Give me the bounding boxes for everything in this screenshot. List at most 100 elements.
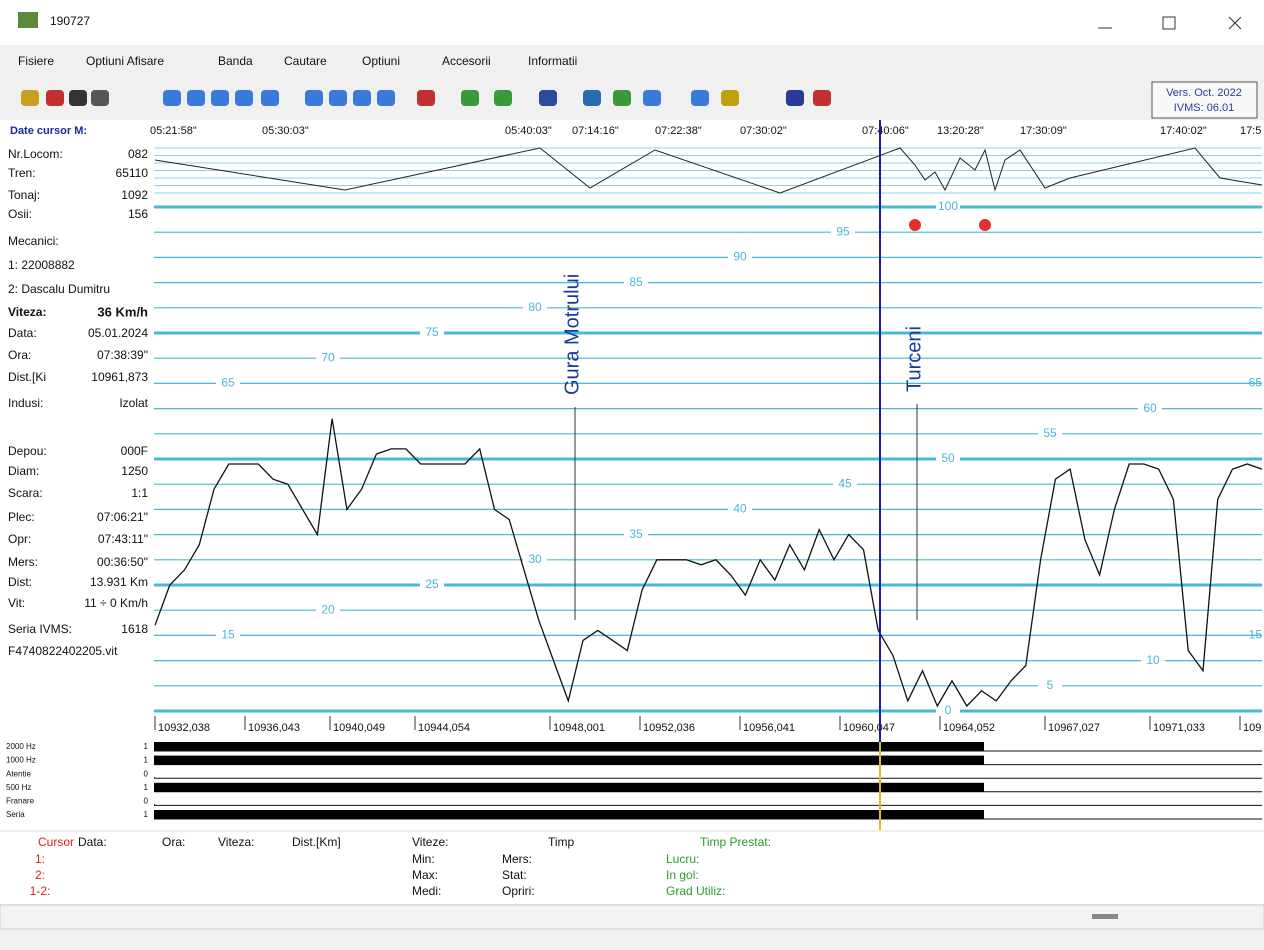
distance-label: 10936,043	[248, 722, 300, 734]
version: Vers. Oct. 2022	[1166, 87, 1242, 99]
menu-item[interactable]: Fisiere	[18, 54, 54, 68]
y-tick-label: 15	[221, 628, 235, 642]
table-cell: 2:	[35, 868, 45, 882]
toolbar-button[interactable]	[261, 90, 279, 106]
toolbar-button[interactable]	[46, 90, 64, 106]
toolbar-button[interactable]	[813, 90, 831, 106]
panel-label: Data:	[8, 326, 37, 340]
toolbar-button[interactable]	[187, 90, 205, 106]
channel-bar	[154, 777, 155, 779]
toolbar-button[interactable]	[69, 90, 87, 106]
toolbar-button[interactable]	[305, 90, 323, 106]
panel-label: Osii:	[8, 207, 32, 221]
cursor-label: Date cursor M:	[10, 125, 87, 137]
channel-bar	[154, 804, 155, 806]
channel-name: Atentie	[6, 769, 31, 778]
channel-value: 1	[144, 756, 149, 765]
channel-bar	[154, 742, 984, 751]
toolbar-button[interactable]	[539, 90, 557, 106]
menu-item[interactable]: Informatii	[528, 54, 577, 68]
toolbar-button[interactable]	[691, 90, 709, 106]
tick-label-bg	[523, 552, 547, 567]
panel-value: 00:36:50"	[97, 555, 148, 569]
table-cell: Min:	[412, 852, 435, 866]
toolbar-button[interactable]	[211, 90, 229, 106]
tick-label-bg	[728, 502, 752, 517]
table-header: Viteza:	[218, 835, 254, 849]
menu-item[interactable]: Banda	[218, 54, 253, 68]
panel-value: 1250	[121, 464, 148, 478]
distance-label: 10940,049	[333, 722, 385, 734]
maximize[interactable]	[1162, 16, 1176, 30]
time-label: 05:30:03"	[262, 125, 309, 137]
channel-value: 0	[144, 769, 149, 778]
content: Fisiere Optiuni Afisare Banda Cautare Optiun…	[6, 54, 1262, 898]
tick-label-bg	[831, 225, 855, 240]
panel-label: 2: Dascalu Dumitru	[8, 282, 110, 296]
toolbar-button[interactable]	[721, 90, 739, 106]
time-label: 13:20:28"	[937, 125, 984, 137]
y-tick-label: 85	[629, 275, 643, 289]
time-label: 07:30:02"	[740, 125, 787, 137]
toolbar-button[interactable]	[163, 90, 181, 106]
signal-icon	[909, 219, 921, 231]
toolbar-button[interactable]	[353, 90, 371, 106]
tick-label-bg	[1038, 678, 1062, 693]
menu-item[interactable]: Cautare	[284, 54, 327, 68]
toolbar-button[interactable]	[786, 90, 804, 106]
toolbar-button[interactable]	[643, 90, 661, 106]
y-tick-label: 70	[321, 350, 335, 364]
tick-label-bg	[216, 376, 240, 391]
toolbar-button[interactable]	[21, 90, 39, 106]
panel-value: 36 Km/h	[97, 304, 148, 319]
panel-value: 07:06:21"	[97, 510, 148, 524]
table-cell: Stat:	[502, 868, 527, 882]
channel-value: 1	[144, 783, 149, 792]
menu-item[interactable]: Accesorii	[442, 54, 491, 68]
panel-value: 000F	[121, 444, 148, 458]
time-label: 07:22:38"	[655, 125, 702, 137]
table-header: Cursor	[38, 835, 74, 849]
toolbar-button[interactable]	[235, 90, 253, 106]
table-cell: 1-2:	[30, 884, 51, 898]
toolbar-button[interactable]	[583, 90, 601, 106]
table-cell: Mers:	[502, 852, 532, 866]
panel-label: Dist:	[8, 575, 32, 589]
panel-label: Seria IVMS:	[8, 622, 72, 636]
distance-label: 10960,047	[843, 722, 895, 734]
channel-name: Seria	[6, 810, 25, 819]
menu-item[interactable]: Optiuni Afisare	[86, 54, 164, 68]
channel-name: 2000 Hz	[6, 742, 36, 751]
panel-value: 10961,873	[91, 370, 148, 384]
panel-value: Izolat	[119, 396, 148, 410]
scrollbar[interactable]	[0, 904, 1264, 930]
table-header: Timp	[548, 835, 575, 849]
channel-name: 500 Hz	[6, 783, 31, 792]
toolbar-button[interactable]	[91, 90, 109, 106]
toolbar-button[interactable]	[329, 90, 347, 106]
toolbar-button[interactable]	[417, 90, 435, 106]
distance-label: 10952,036	[643, 722, 695, 734]
y-tick-label: 45	[838, 476, 852, 490]
tick-label-bg	[216, 628, 240, 643]
distance-label: 10948,001	[553, 722, 605, 734]
table-header: Ora:	[162, 835, 185, 849]
scroll-thumb[interactable]	[1092, 914, 1118, 919]
channel-value: 1	[144, 742, 149, 751]
panel-value: 07:43:11"	[98, 532, 148, 546]
distance-label: 109	[1243, 722, 1261, 734]
table-cell: Medi:	[412, 884, 441, 898]
close[interactable]	[1228, 16, 1242, 30]
toolbar-button[interactable]	[613, 90, 631, 106]
panel-value: 65110	[116, 166, 149, 180]
toolbar-button[interactable]	[494, 90, 512, 106]
panel-label: Dist.[Ki	[8, 370, 46, 384]
toolbar-button[interactable]	[461, 90, 479, 106]
distance-label: 10967,027	[1048, 722, 1100, 734]
panel-label: Mecanici:	[8, 234, 59, 248]
toolbar-button[interactable]	[377, 90, 395, 106]
panel-label: Ora:	[8, 348, 31, 362]
channel-value: 1	[144, 810, 149, 819]
menu-item[interactable]: Optiuni	[362, 54, 400, 68]
